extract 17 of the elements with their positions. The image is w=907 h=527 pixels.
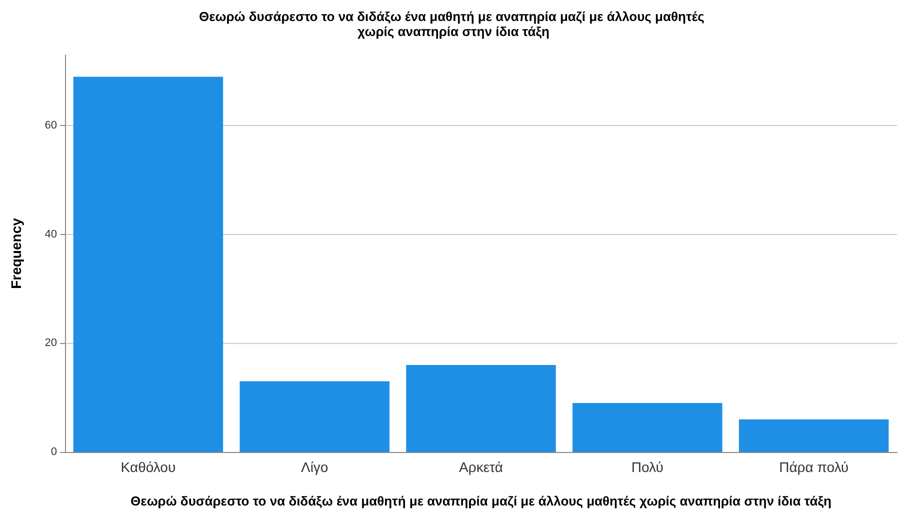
y-tick-label: 0 [50, 446, 57, 458]
chart-title: Θεωρώ δυσάρεστο το να διδάξω ένα μαθητή με αναπηρία μαζί με άλλους μαθητές χωρίς αναπηρία στην ίδια τάξη [199, 9, 708, 39]
x-axis-title: Θεωρώ δυσάρεστο το να διδάξω ένα μαθητή με αναπηρία μαζί με άλλους μαθητές χωρίς αναπηρία στην ίδια τάξη [130, 494, 832, 508]
bar [738, 419, 889, 452]
bar [240, 381, 390, 452]
x-tick-label: Καθόλου [120, 459, 176, 475]
y-tick-label: 20 [44, 337, 57, 350]
bar [572, 403, 722, 452]
bar [406, 364, 556, 452]
y-tick-label: 60 [44, 120, 57, 132]
bar [73, 76, 224, 452]
x-tick-label: Λίγο [300, 459, 328, 475]
x-tick-label: Πάρα πολύ [779, 459, 849, 475]
x-tick-label: Πολύ [631, 459, 664, 475]
y-axis-title: Frequency [8, 218, 24, 289]
y-tick-label: 40 [44, 228, 57, 240]
x-tick-label: Αρκετά [459, 459, 503, 475]
